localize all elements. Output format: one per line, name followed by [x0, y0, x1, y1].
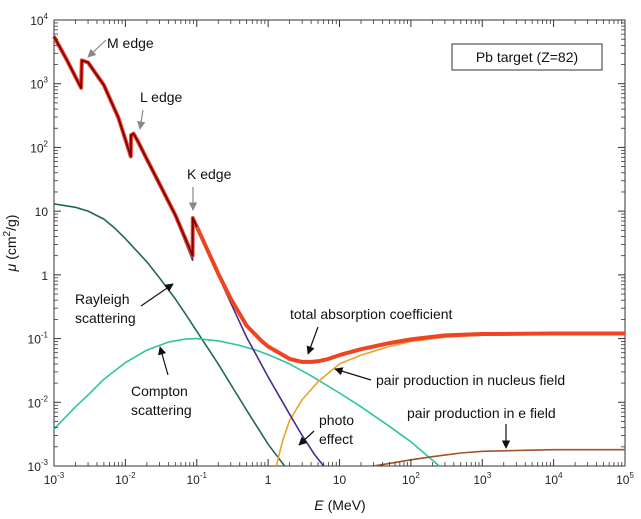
y-axis: 10-3 10-2 10-1 1 10 102 103 104 — [28, 12, 625, 474]
annotation-photo: photo effect — [298, 412, 354, 447]
curves — [52, 35, 626, 467]
y-tick-label: 10-1 — [28, 331, 49, 347]
y-tick-label: 1 — [41, 269, 48, 283]
y-tick-label: 10-3 — [28, 458, 49, 474]
annotation-photo-label: photo effect — [319, 412, 354, 447]
plot-area — [52, 19, 626, 467]
annotation-rayleigh-label: Rayleigh scattering — [75, 291, 136, 326]
annotations: M edge L edge K edge Rayleigh scattering Comp… — [75, 35, 565, 449]
annotation-pair-electron-label: pair production in e field — [407, 405, 556, 421]
y-tick-label: 10-2 — [28, 394, 49, 410]
annotation-pair-electron: pair production in e field — [407, 405, 556, 449]
x-tick-label: 10-2 — [115, 471, 136, 487]
x-tick-label: 1 — [265, 473, 272, 487]
target-box: Pb target (Z=82) — [451, 43, 603, 71]
x-axis: 10-3 10-2 10-1 1 10 102 103 104 105 — [44, 20, 634, 487]
target-box-frame — [451, 43, 603, 71]
series-compton-line — [53, 337, 440, 467]
y-axis-title: μ(cm2/g) — [2, 215, 19, 273]
x-tick-label: 104 — [545, 471, 563, 487]
plot-frame — [53, 19, 626, 467]
annotation-pair-nucleus-label: pair production in nucleus field — [376, 372, 565, 388]
annotation-m-edge: M edge — [87, 35, 154, 58]
annotation-photo-arrow — [298, 430, 315, 446]
annotation-total: total absorption coefficient — [290, 306, 453, 355]
annotation-k-edge-label: K edge — [187, 166, 232, 182]
y-tick-label: 102 — [30, 139, 48, 155]
y-tick-label: 10 — [35, 205, 49, 219]
series-rayleigh-line — [53, 203, 286, 467]
annotation-pair-nucleus-arrow — [334, 367, 372, 381]
x-tick-label: 10-3 — [44, 471, 65, 487]
annotation-compton-label: Compton scattering — [131, 383, 192, 418]
series-total-inner-line — [53, 36, 198, 257]
x-tick-label: 102 — [402, 471, 420, 487]
annotation-l-edge-arrow — [137, 109, 146, 130]
x-tick-label: 105 — [616, 471, 634, 487]
annotation-total-label: total absorption coefficient — [290, 306, 453, 322]
y-tick-label: 103 — [30, 76, 48, 92]
x-tick-label: 10-1 — [187, 471, 208, 487]
annotation-total-arrow — [306, 326, 319, 355]
target-box-label: Pb target (Z=82) — [476, 49, 578, 65]
annotation-compton: Compton scattering — [131, 346, 192, 418]
annotation-m-edge-arrow — [87, 39, 107, 58]
annotation-rayleigh: Rayleigh scattering — [75, 283, 174, 326]
x-tick-label: 103 — [473, 471, 491, 487]
annotation-compton-arrow — [158, 346, 169, 376]
annotation-k-edge: K edge — [187, 166, 232, 211]
y-tick-label: 104 — [30, 12, 48, 28]
series-pair-electron-line — [373, 448, 625, 467]
x-tick-label: 10 — [333, 473, 347, 487]
annotation-m-edge-label: M edge — [107, 35, 154, 51]
x-axis-title: E (MeV) — [314, 497, 365, 513]
annotation-l-edge: L edge — [137, 89, 183, 130]
annotation-l-edge-label: L edge — [140, 89, 183, 105]
annotation-pair-nucleus: pair production in nucleus field — [334, 367, 565, 388]
annotation-rayleigh-arrow — [140, 283, 174, 307]
